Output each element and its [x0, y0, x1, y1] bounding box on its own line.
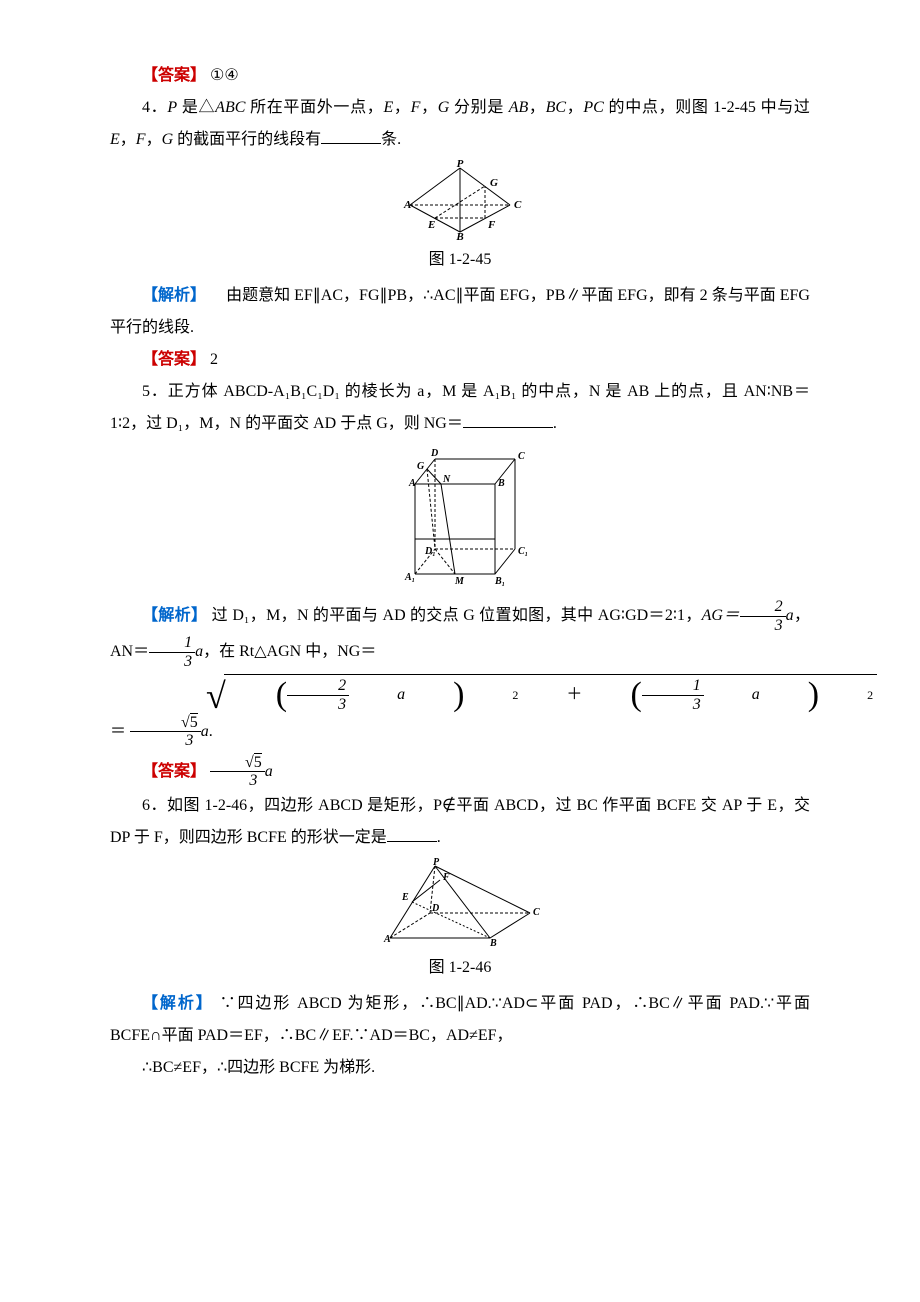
q4-answer: 2 — [210, 351, 218, 368]
q6-analysis-1: 【解析】 ∵四边形 ABCD 为矩形，∴BC∥AD.∵AD⊂平面 PAD，∴BC… — [110, 988, 810, 1052]
q6-blank — [387, 825, 437, 842]
answer-label: 【答案】 — [142, 67, 206, 84]
q4-blank — [321, 127, 381, 144]
svg-text:E: E — [401, 892, 409, 903]
q3-answer: ①④ — [210, 67, 239, 84]
svg-text:G: G — [490, 177, 498, 189]
svg-text:A: A — [383, 934, 391, 945]
answer-label: 【答案】 — [142, 351, 206, 368]
svg-text:C: C — [533, 907, 540, 918]
svg-text:B₁: B₁ — [494, 576, 505, 587]
svg-text:D: D — [431, 903, 439, 914]
q5-formula: √ (23a)2 ＋ (13a)2 ＝ √5 3 a. — [110, 674, 810, 749]
pyramid-icon: P A B C D E F — [370, 858, 550, 948]
q5-figure: A B C D A₁ B₁ C₁ D₁ M N G — [110, 444, 810, 594]
svg-text:B: B — [489, 938, 497, 948]
q6-analysis-2: ∴BC≠EF，∴四边形 BCFE 为梯形. — [110, 1052, 810, 1084]
q4-analysis: 【解析】 由题意知 EF∥AC，FG∥PB，∴AC∥平面 EFG，PB∥平面 E… — [110, 280, 810, 344]
svg-text:F: F — [487, 219, 496, 231]
svg-text:A₁: A₁ — [404, 572, 415, 583]
svg-text:C: C — [514, 199, 522, 211]
q5-blank — [463, 411, 553, 428]
q5-answer-line: 【答案】 √5 3 a — [110, 754, 810, 790]
q4-figure: P A C B E F G — [110, 160, 810, 240]
svg-text:D₁: D₁ — [424, 546, 436, 557]
q4-answer-line: 【答案】 2 — [110, 344, 810, 376]
svg-text:P: P — [433, 858, 440, 868]
q4-caption: 图 1-2-45 — [110, 244, 810, 276]
q6-caption: 图 1-2-46 — [110, 952, 810, 984]
q5-text: 5．正方体 ABCD-A₁B₁C₁D₁ 的棱长为 a，M 是 A₁B₁ 的中点，… — [110, 376, 810, 440]
svg-text:G: G — [417, 461, 425, 472]
svg-text:C: C — [518, 451, 525, 462]
svg-text:F: F — [442, 872, 450, 883]
q4-text: 4．P 是△ABC 所在平面外一点，E，F，G 分别是 AB，BC，PC 的中点… — [110, 92, 810, 156]
answer-label: 【答案】 — [142, 763, 206, 780]
svg-text:D: D — [430, 448, 438, 459]
sqrt-expression: √ (23a)2 ＋ (13a)2 — [158, 674, 877, 713]
svg-text:B: B — [455, 231, 463, 240]
svg-text:C₁: C₁ — [518, 546, 528, 557]
q6-figure: P A B C D E F — [110, 858, 810, 948]
analysis-label: 【解析】 — [142, 287, 206, 304]
q5-analysis: 【解析】 过 D₁，M，N 的平面与 AD 的交点 G 位置如图，其中 AG∶G… — [110, 598, 810, 670]
svg-text:P: P — [457, 160, 464, 170]
analysis-label: 【解析】 — [142, 995, 214, 1012]
tetrahedron-icon: P A C B E F G — [390, 160, 530, 240]
svg-text:B: B — [497, 478, 505, 489]
svg-text:A: A — [403, 199, 411, 211]
cube-icon: A B C D A₁ B₁ C₁ D₁ M N G — [385, 444, 535, 594]
analysis-label: 【解析】 — [142, 607, 207, 624]
svg-text:M: M — [454, 576, 465, 587]
svg-text:E: E — [427, 219, 435, 231]
svg-text:A: A — [408, 478, 416, 489]
q6-text: 6．如图 1-2-46，四边形 ABCD 是矩形，P∉平面 ABCD，过 BC … — [110, 790, 810, 854]
svg-text:N: N — [442, 474, 451, 485]
q3-answer-line: 【答案】 ①④ — [110, 60, 810, 92]
